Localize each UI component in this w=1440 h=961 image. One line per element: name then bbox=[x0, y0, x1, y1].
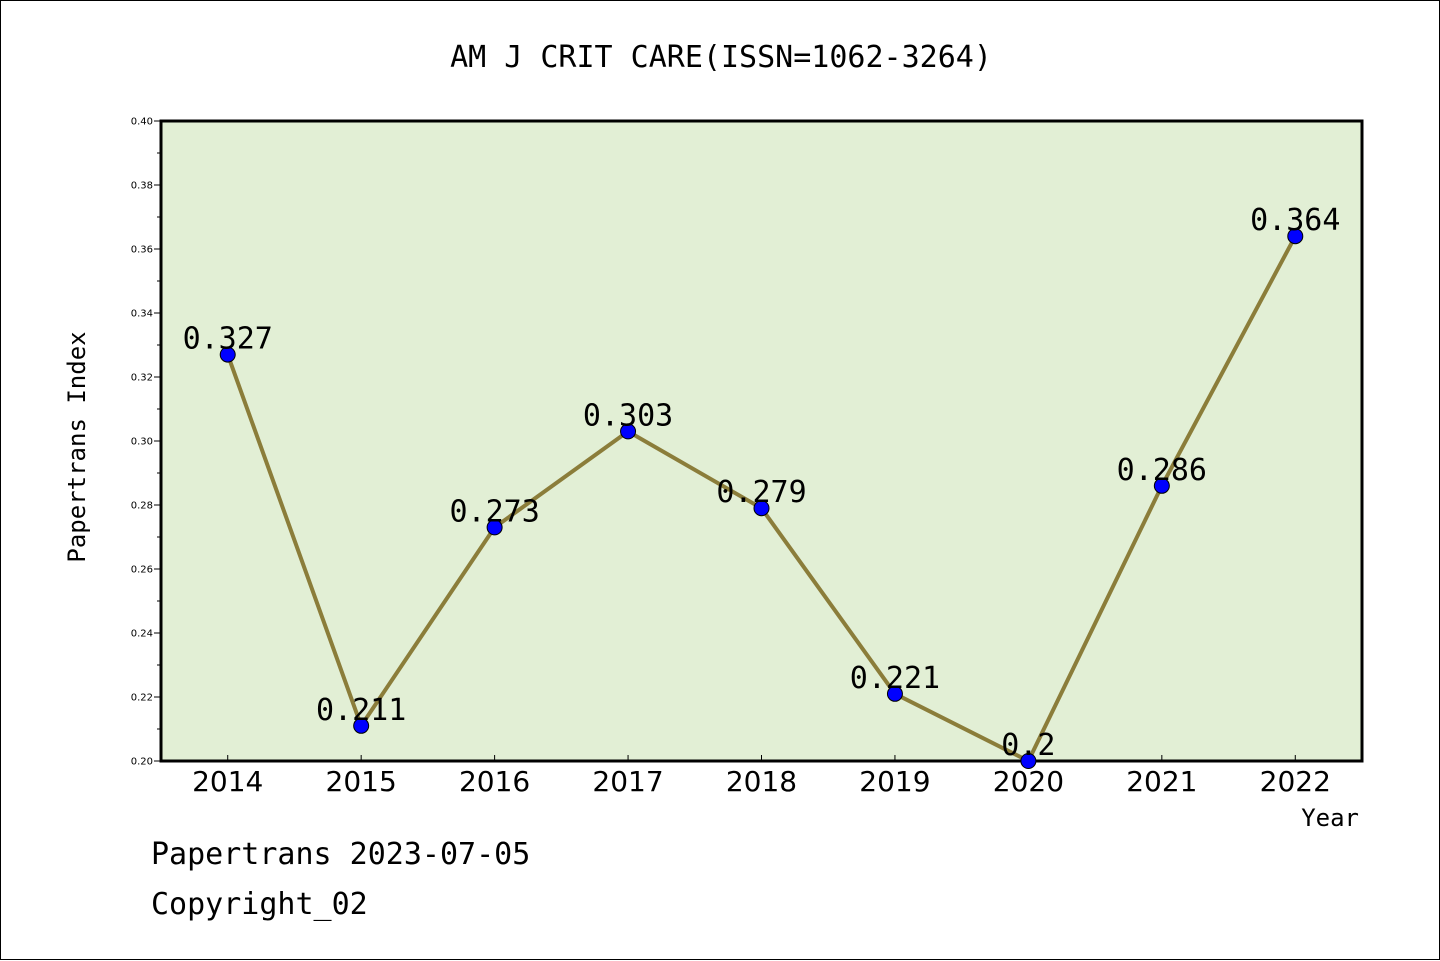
data-label: 0.273 bbox=[449, 494, 539, 529]
x-tick-label: 2020 bbox=[993, 765, 1064, 798]
data-label: 0.327 bbox=[183, 322, 273, 357]
x-tick-label: 2022 bbox=[1260, 765, 1331, 798]
chart-title: AM J CRIT CARE(ISSN=1062-3264) bbox=[450, 40, 992, 75]
y-tick-label: 0.38 bbox=[131, 181, 153, 192]
data-point bbox=[1020, 753, 1037, 769]
y-tick-label: 0.28 bbox=[131, 501, 153, 512]
y-tick-label: 0.26 bbox=[131, 565, 153, 576]
x-tick-label: 2018 bbox=[726, 765, 797, 798]
data-label: 0.2 bbox=[1001, 728, 1055, 763]
data-label: 0.303 bbox=[583, 398, 673, 433]
x-tick-label: 2021 bbox=[1126, 765, 1197, 798]
data-point bbox=[1153, 477, 1170, 494]
y-tick-label: 0.20 bbox=[131, 757, 153, 768]
data-label: 0.221 bbox=[850, 661, 940, 696]
y-axis-label: Papertrans Index bbox=[63, 331, 91, 562]
y-axis: 0.20 0.22 0.24 0.26 0.28 0.30 0.32 0.34 0.36 0.38… bbox=[131, 117, 161, 768]
data-label: 0.279 bbox=[716, 475, 806, 510]
x-tick-label: 2014 bbox=[192, 765, 263, 798]
data-point bbox=[620, 423, 637, 440]
data-label: 0.286 bbox=[1117, 453, 1207, 488]
x-tick-label: 2019 bbox=[859, 765, 930, 798]
y-tick-label: 0.34 bbox=[131, 309, 153, 320]
series-group: 0.327 0.211 0.273 0.303 0.279 0.221 0.2 0.286 0.… bbox=[183, 203, 1340, 769]
x-axis-label: Year bbox=[1301, 804, 1359, 832]
x-tick-label: 2016 bbox=[459, 765, 530, 798]
footer-copyright-text: Copyright_02 bbox=[151, 887, 368, 922]
y-tick-label: 0.22 bbox=[131, 693, 153, 704]
x-tick-label: 2015 bbox=[326, 765, 397, 798]
data-point bbox=[753, 500, 770, 517]
y-tick-label: 0.32 bbox=[131, 373, 153, 384]
data-point bbox=[219, 346, 236, 363]
data-point bbox=[353, 717, 370, 734]
data-point bbox=[1287, 228, 1304, 245]
x-tick-label: 2017 bbox=[592, 765, 663, 798]
footer-date-text: Papertrans 2023-07-05 bbox=[151, 837, 531, 872]
y-tick-label: 0.40 bbox=[131, 117, 153, 128]
y-tick-label: 0.24 bbox=[131, 629, 153, 640]
data-point bbox=[486, 519, 503, 536]
data-label: 0.211 bbox=[316, 693, 406, 728]
data-point bbox=[886, 685, 903, 702]
y-tick-label: 0.30 bbox=[131, 437, 153, 448]
plot-area bbox=[159, 119, 1364, 763]
x-axis: 2014 2015 2016 2017 2018 2019 2020 2021 2022 bbox=[192, 755, 1331, 798]
data-label: 0.364 bbox=[1250, 203, 1340, 238]
y-tick-label: 0.36 bbox=[131, 245, 153, 256]
